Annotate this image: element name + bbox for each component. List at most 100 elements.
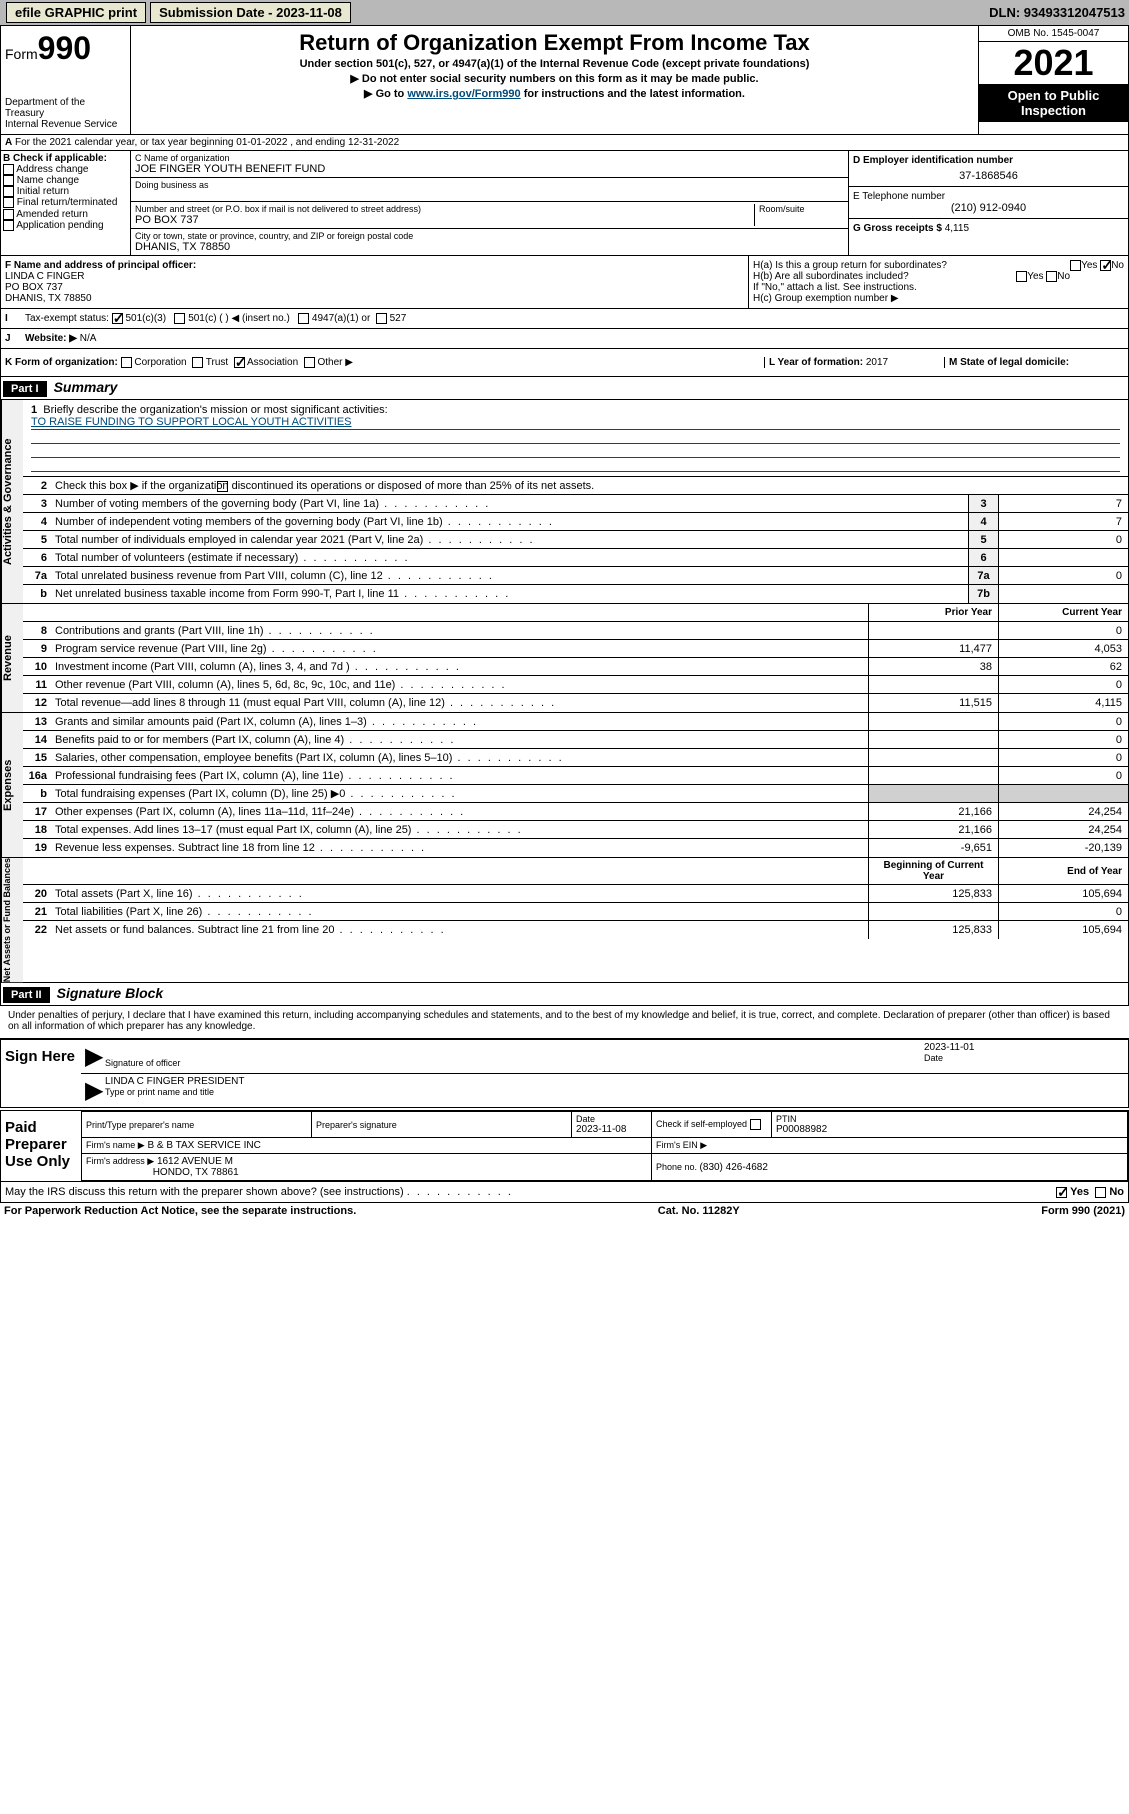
current-val: 0 [998, 622, 1128, 639]
arrow-icon: ▶ [85, 1076, 105, 1105]
year-formation: 2017 [866, 357, 888, 368]
chk-b-opt[interactable] [3, 175, 14, 186]
preparer-table: Print/Type preparer's name Preparer's si… [81, 1111, 1128, 1181]
open-public: Open to Public Inspection [979, 84, 1128, 122]
line-val: 7 [998, 495, 1128, 512]
chk-501c[interactable] [174, 313, 185, 324]
chk-self-employed[interactable] [750, 1119, 761, 1130]
firm-city: HONDO, TX 78861 [153, 1167, 239, 1178]
current-val: 0 [998, 713, 1128, 730]
chk-b-opt[interactable] [3, 186, 14, 197]
chk-4947[interactable] [298, 313, 309, 324]
irs-label: Internal Revenue Service [5, 119, 126, 130]
line-val: 0 [998, 531, 1128, 548]
submission-btn[interactable]: Submission Date - 2023-11-08 [150, 2, 351, 23]
line-text: Total assets (Part X, line 16) [51, 886, 868, 902]
chk-trust[interactable] [192, 357, 203, 368]
current-val: 4,115 [998, 694, 1128, 712]
prior-val: 11,515 [868, 694, 998, 712]
hb-no[interactable] [1046, 271, 1057, 282]
chk-assoc[interactable] [234, 357, 245, 368]
officer-addr2: DHANIS, TX 78850 [5, 293, 92, 304]
tax-year: 2021 [979, 42, 1128, 84]
form-sub3: ▶ Go to www.irs.gov/Form990 for instruct… [135, 87, 974, 100]
sig-name-label: Type or print name and title [105, 1087, 1124, 1097]
d-label: D Employer identification number [853, 155, 1013, 166]
current-val: -20,139 [998, 839, 1128, 857]
prior-val: 125,833 [868, 921, 998, 939]
line-box: 6 [968, 549, 998, 566]
line-val: 0 [998, 567, 1128, 584]
chk-l2[interactable] [217, 481, 228, 492]
form-sub2: ▶ Do not enter social security numbers o… [135, 72, 974, 85]
prior-val: 21,166 [868, 821, 998, 838]
m-label: M State of legal domicile: [949, 357, 1069, 368]
governance-block: Activities & Governance 1 Briefly descri… [0, 400, 1129, 604]
form-number: Form990 [5, 30, 126, 67]
prior-val: 21,166 [868, 803, 998, 820]
ha-yes[interactable] [1070, 260, 1081, 271]
line-text: Number of independent voting members of … [51, 514, 968, 530]
phone: (210) 912-0940 [853, 202, 1124, 214]
gross-receipts: 4,115 [945, 223, 969, 234]
chk-b-opt[interactable] [3, 164, 14, 175]
chk-527[interactable] [376, 313, 387, 324]
chk-501c3[interactable] [112, 313, 123, 324]
chk-b-opt[interactable] [3, 197, 14, 208]
prior-val [868, 903, 998, 920]
current-val: 0 [998, 749, 1128, 766]
prior-val: -9,651 [868, 839, 998, 857]
section-bcd: B Check if applicable: Address change Na… [0, 151, 1129, 256]
form-header: Form990 Department of the Treasury Inter… [0, 25, 1129, 135]
part1-title: Summary [54, 379, 118, 395]
line-text: Total liabilities (Part X, line 26) [51, 904, 868, 920]
chk-b-opt[interactable] [3, 209, 14, 220]
hb-row: H(b) Are all subordinates included? Yes … [753, 271, 1124, 282]
line-text: Professional fundraising fees (Part IX, … [51, 768, 868, 784]
prior-val [868, 622, 998, 639]
part2-title: Signature Block [57, 985, 164, 1001]
irs-link[interactable]: www.irs.gov/Form990 [407, 88, 520, 100]
line-box: 7a [968, 567, 998, 584]
addr: PO BOX 737 [135, 214, 754, 226]
current-val: 0 [998, 731, 1128, 748]
firm-name: B & B TAX SERVICE INC [147, 1140, 260, 1151]
line-box: 3 [968, 495, 998, 512]
hb-yes[interactable] [1016, 271, 1027, 282]
dln: DLN: 93493312047513 [989, 5, 1125, 20]
sig-name: LINDA C FINGER PRESIDENT [105, 1076, 1124, 1087]
chk-b-opt[interactable] [3, 220, 14, 231]
chk-other[interactable] [304, 357, 315, 368]
current-val: 4,053 [998, 640, 1128, 657]
section-a: A For the 2021 calendar year, or tax yea… [0, 135, 1129, 151]
arrow-icon: ▶ [85, 1042, 105, 1071]
revenue-block: Revenue Prior YearCurrent Year 8Contribu… [0, 604, 1129, 713]
current-val: 105,694 [998, 921, 1128, 939]
city: DHANIS, TX 78850 [135, 241, 844, 253]
discuss-no[interactable] [1095, 1187, 1106, 1198]
firm-phone: (830) 426-4682 [700, 1162, 768, 1173]
line-val: 7 [998, 513, 1128, 530]
col-current: Current Year [998, 604, 1128, 621]
org-name: JOE FINGER YOUTH BENEFIT FUND [135, 163, 844, 175]
col-prior: Prior Year [868, 604, 998, 621]
c-name-label: C Name of organization [135, 153, 844, 163]
tab-governance: Activities & Governance [1, 400, 23, 603]
line-text: Total unrelated business revenue from Pa… [51, 568, 968, 584]
line-box: 4 [968, 513, 998, 530]
line-text: Total revenue—add lines 8 through 11 (mu… [51, 695, 868, 711]
footer-right: Form 990 (2021) [1041, 1205, 1125, 1217]
line-text: Salaries, other compensation, employee b… [51, 750, 868, 766]
firm-ein-label: Firm's EIN ▶ [656, 1140, 707, 1150]
section-j: J Website: ▶ N/A [0, 329, 1129, 349]
discuss-yes[interactable] [1056, 1187, 1067, 1198]
chk-corp[interactable] [121, 357, 132, 368]
l2: Check this box ▶ if the organization dis… [51, 477, 1128, 494]
line-text: Grants and similar amounts paid (Part IX… [51, 714, 868, 730]
current-val: 0 [998, 767, 1128, 784]
prior-val: 11,477 [868, 640, 998, 657]
ha-row: H(a) Is this a group return for subordin… [753, 260, 1124, 271]
efile-btn[interactable]: efile GRAPHIC print [6, 2, 146, 23]
ha-no[interactable] [1100, 260, 1111, 271]
perjury: Under penalties of perjury, I declare th… [0, 1006, 1129, 1036]
